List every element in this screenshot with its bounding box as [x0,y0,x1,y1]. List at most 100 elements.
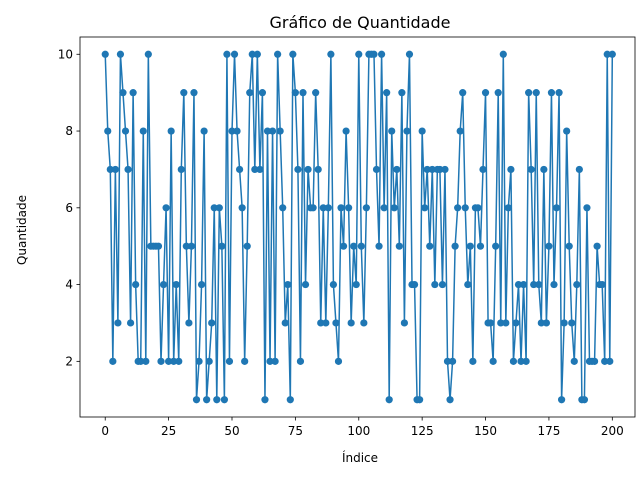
data-point [271,357,279,365]
series-line [104,53,614,401]
data-point [428,165,436,174]
data-point [552,204,561,212]
data-point [416,396,424,404]
data-point [274,50,282,58]
data-point [570,357,578,365]
data-point [542,319,550,327]
data-point [507,165,515,174]
data-point [489,357,497,365]
data-point [129,89,137,97]
data-point [509,357,518,365]
data-point [514,280,523,289]
data-point [403,127,411,135]
data-point [580,396,589,404]
y-tick-label: 6 [65,201,73,215]
data-point [208,319,216,327]
data-point [606,357,614,365]
data-point [476,242,485,250]
data-point [225,357,234,365]
data-point [550,280,558,289]
data-point [215,204,223,212]
data-point [347,319,355,327]
data-point [357,242,365,250]
data-point [223,50,231,58]
x-tick-label: 200 [601,424,624,438]
data-point [464,280,472,289]
data-point [309,204,317,212]
data-point [253,50,261,58]
data-point [426,242,434,250]
data-point [487,319,495,327]
data-point [324,204,332,212]
data-point [137,357,145,365]
data-point [545,242,553,250]
data-point [608,50,616,58]
data-point [400,319,408,327]
data-point [418,127,426,135]
data-point [268,127,277,135]
data-point [337,204,345,212]
data-point [319,204,327,212]
x-tick-label: 125 [411,424,434,438]
data-point [175,357,183,365]
data-point [456,127,464,135]
data-point [205,357,213,365]
data-point [448,357,457,365]
data-point [481,89,490,97]
data-point [565,242,573,250]
data-point [121,127,130,135]
data-point [512,319,520,327]
data-point [167,127,175,135]
data-point [263,127,272,135]
data-point [139,127,147,135]
data-point [352,280,360,289]
data-point [454,204,462,212]
plot-frame [79,36,636,418]
data-point [573,280,581,289]
data-point [355,50,363,58]
data-point [479,165,487,174]
data-point [124,165,132,174]
data-point [492,242,500,250]
data-point [241,357,249,365]
y-axis-label: Quantidade [15,195,29,265]
x-tick-label: 175 [537,424,560,438]
data-point [360,319,368,327]
data-point [443,357,452,365]
data-point [410,280,419,289]
data-point [157,357,165,365]
data-point [423,165,431,174]
data-point [527,165,535,174]
data-point [362,204,370,212]
data-point [535,280,543,289]
y-tick-label: 10 [58,47,73,61]
data-point [104,127,112,135]
data-point [109,357,117,365]
data-point [393,165,401,174]
data-point [395,242,403,250]
data-point [342,127,350,135]
data-point [203,396,211,404]
data-point [438,280,447,289]
data-point [322,319,330,327]
x-tick-label: 75 [288,424,303,438]
x-axis-label: Índice [342,450,378,465]
data-point [598,280,606,289]
data-point [575,165,583,174]
data-point [296,357,305,365]
data-point [162,204,170,212]
data-point [590,357,599,365]
data-point [370,50,378,58]
data-point [266,357,274,365]
data-point [230,50,239,58]
data-point [213,396,221,404]
data-point [289,50,297,58]
data-point [106,165,114,174]
data-point [132,280,140,289]
data-point [177,165,185,174]
data-point [329,280,338,289]
data-point [172,280,180,289]
data-point [114,319,122,327]
data-point [314,165,322,174]
